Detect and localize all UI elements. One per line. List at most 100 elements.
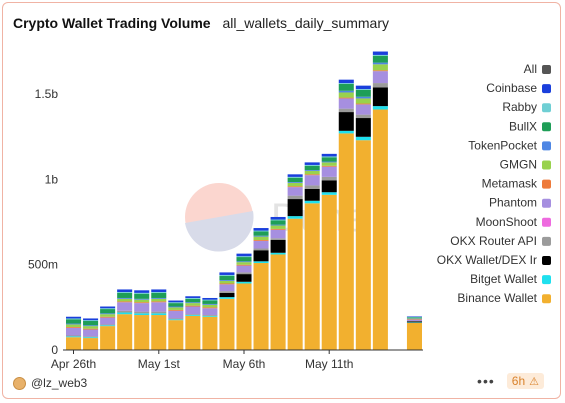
bar-segment[interactable]: [100, 316, 116, 318]
bar-segment[interactable]: [236, 265, 252, 273]
legend-item[interactable]: TokenPocket: [468, 138, 551, 152]
bar-segment[interactable]: [151, 313, 167, 316]
bar-segment[interactable]: [83, 326, 99, 329]
bar-segment[interactable]: [406, 318, 422, 320]
bar-segment[interactable]: [355, 98, 371, 104]
bar-segment[interactable]: [83, 318, 99, 321]
bar-segment[interactable]: [253, 263, 269, 350]
bar-segment[interactable]: [287, 187, 303, 196]
bar-segment[interactable]: [202, 315, 218, 317]
bar-segment[interactable]: [304, 185, 320, 189]
bar-segment[interactable]: [236, 264, 252, 266]
bar-segment[interactable]: [151, 311, 167, 314]
bar-segment[interactable]: [406, 319, 422, 322]
bar-segment[interactable]: [270, 225, 286, 229]
bar-segment[interactable]: [372, 54, 388, 56]
bar-segment[interactable]: [66, 337, 82, 350]
bar-segment[interactable]: [321, 161, 337, 163]
bar-segment[interactable]: [270, 239, 286, 253]
bar-segment[interactable]: [100, 326, 116, 350]
bar-segment[interactable]: [321, 194, 337, 350]
bar-segment[interactable]: [236, 272, 252, 275]
bar-segment[interactable]: [287, 182, 303, 183]
bar-segment[interactable]: [338, 98, 354, 109]
bar-segment[interactable]: [83, 337, 99, 339]
bar-segment[interactable]: [66, 335, 82, 337]
bar-segment[interactable]: [117, 298, 133, 302]
legend-item[interactable]: Coinbase: [486, 81, 551, 95]
bar-segment[interactable]: [134, 311, 150, 314]
bar-segment[interactable]: [338, 83, 354, 91]
bar-segment[interactable]: [151, 298, 167, 302]
bar-segment[interactable]: [355, 89, 371, 90]
bar-segment[interactable]: [100, 308, 116, 310]
bar-segment[interactable]: [100, 309, 116, 314]
bar-segment[interactable]: [151, 301, 167, 303]
bar-segment[interactable]: [406, 321, 422, 323]
bar-segment[interactable]: [355, 85, 371, 90]
bar-segment[interactable]: [287, 176, 303, 178]
bar-segment[interactable]: [100, 306, 116, 309]
bar-segment[interactable]: [287, 218, 303, 350]
bar-segment[interactable]: [134, 292, 150, 294]
bar-segment[interactable]: [304, 165, 320, 171]
bar-segment[interactable]: [168, 310, 184, 319]
bar-segment[interactable]: [117, 301, 133, 303]
bar-segment[interactable]: [253, 250, 269, 262]
bar-segment[interactable]: [304, 174, 320, 176]
bar-segment[interactable]: [219, 283, 235, 285]
bar-segment[interactable]: [83, 329, 99, 337]
bar-segment[interactable]: [287, 186, 303, 188]
bar-segment[interactable]: [372, 106, 388, 110]
bar-segment[interactable]: [270, 238, 286, 240]
bar-segment[interactable]: [202, 307, 218, 309]
bar-segment[interactable]: [151, 292, 167, 293]
bar-segment[interactable]: [202, 303, 218, 305]
legend-item[interactable]: All: [524, 62, 551, 76]
bar-segment[interactable]: [168, 300, 184, 303]
bar-segment[interactable]: [168, 302, 184, 304]
bar-segment[interactable]: [185, 296, 201, 298]
bar-segment[interactable]: [202, 315, 218, 316]
bar-segment[interactable]: [372, 62, 388, 65]
bar-segment[interactable]: [219, 292, 235, 298]
bar-segment[interactable]: [151, 315, 167, 350]
bar-segment[interactable]: [83, 321, 99, 326]
bar-segment[interactable]: [406, 317, 422, 318]
bar-segment[interactable]: [338, 130, 354, 134]
bar-segment[interactable]: [406, 316, 422, 318]
bar-segment[interactable]: [236, 283, 252, 350]
bar-segment[interactable]: [355, 104, 371, 115]
bar-segment[interactable]: [185, 305, 201, 307]
bar-segment[interactable]: [338, 79, 354, 84]
bar-segment[interactable]: [321, 180, 337, 193]
bar-segment[interactable]: [321, 153, 337, 157]
bar-segment[interactable]: [406, 322, 422, 323]
bar-segment[interactable]: [117, 314, 133, 350]
bar-segment[interactable]: [219, 280, 235, 284]
bar-segment[interactable]: [185, 298, 201, 303]
bar-segment[interactable]: [202, 304, 218, 308]
bar-segment[interactable]: [151, 297, 167, 299]
bar-segment[interactable]: [236, 261, 252, 263]
bar-segment[interactable]: [287, 174, 303, 177]
bar-segment[interactable]: [338, 97, 354, 99]
bar-segment[interactable]: [66, 326, 82, 328]
bar-segment[interactable]: [372, 109, 388, 351]
more-dots-icon[interactable]: •••: [477, 373, 495, 389]
bar-segment[interactable]: [219, 284, 235, 292]
bar-segment[interactable]: [151, 302, 167, 312]
bar-segment[interactable]: [270, 252, 286, 255]
bar-segment[interactable]: [270, 220, 286, 225]
bar-segment[interactable]: [355, 114, 371, 119]
bar-segment[interactable]: [355, 103, 371, 105]
bar-segment[interactable]: [236, 256, 252, 258]
legend-item[interactable]: OKX Router API: [450, 234, 551, 248]
bar-segment[interactable]: [185, 306, 201, 315]
bar-segment[interactable]: [100, 317, 116, 325]
bar-segment[interactable]: [304, 164, 320, 166]
bar-segment[interactable]: [185, 314, 201, 316]
bar-segment[interactable]: [372, 87, 388, 107]
bar-segment[interactable]: [355, 89, 371, 97]
legend-item[interactable]: MoonShoot: [476, 215, 551, 229]
